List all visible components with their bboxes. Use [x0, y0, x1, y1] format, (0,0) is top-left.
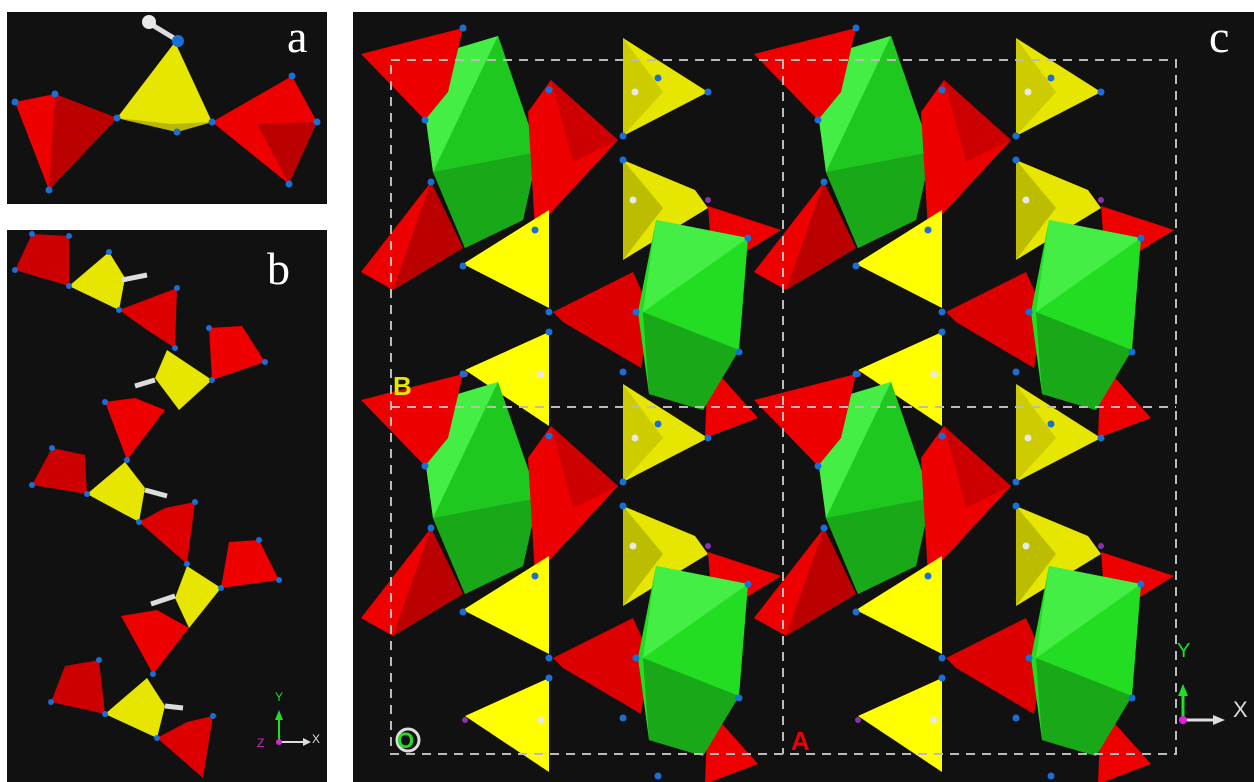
oxygen-atom — [150, 671, 156, 677]
oxygen-atom — [12, 267, 18, 273]
axis-z-label: Z — [257, 736, 265, 750]
cell-label-origin: O — [397, 728, 415, 753]
oxygen-atom — [124, 457, 130, 463]
axis-x-label: X — [1233, 697, 1248, 722]
oxygen-atoms — [12, 231, 282, 741]
oxygen-atom — [256, 537, 262, 543]
panel-c: c B O A Y X — [353, 12, 1254, 782]
oh-bond — [164, 703, 184, 711]
red-tetrahedron-shade — [49, 94, 117, 190]
red-tetrahedron — [105, 398, 165, 460]
oh-bond — [134, 377, 156, 389]
oxygen-atom — [49, 445, 55, 451]
panel-a-structure — [11, 15, 321, 194]
axis-y-label: Y — [1177, 640, 1191, 662]
yellow-tetrahedron — [155, 350, 212, 410]
panel-a-label: a — [287, 12, 308, 62]
oxygen-atom — [29, 231, 35, 237]
red-tetrahedron — [157, 716, 213, 778]
yellow-tetrahedron — [69, 252, 125, 310]
oxygen-atom — [206, 325, 212, 331]
oxygen-atom — [208, 118, 216, 126]
oxygen-atom — [288, 72, 296, 80]
yellow-tetrahedron — [105, 678, 165, 738]
red-tetrahedron — [51, 660, 105, 714]
oxygen-atom — [116, 307, 122, 313]
panel-b-label: b — [267, 243, 290, 294]
oxygen-atom — [209, 377, 215, 383]
yellow-tetrahedron — [117, 42, 212, 132]
oxygen-atom — [113, 114, 121, 122]
axis-z-dot — [276, 739, 282, 745]
yellow-tetrahedron — [175, 566, 221, 628]
axes-triad — [1178, 684, 1225, 725]
axis-y-arrow — [275, 710, 283, 720]
oxygen-atom — [84, 491, 90, 497]
panel-b-structure — [12, 231, 311, 778]
unit-cell-outline — [390, 59, 1177, 755]
panel-a: a — [7, 12, 327, 204]
cell-label-a: A — [791, 726, 810, 756]
origin-marker — [395, 727, 421, 753]
oxygen-atom — [313, 118, 321, 126]
oxygen-atom — [276, 577, 282, 583]
red-tetrahedron — [209, 326, 265, 380]
oxygen-atom — [172, 345, 178, 351]
cell-label-b: B — [393, 371, 412, 401]
oxygen-atom — [285, 180, 293, 188]
red-tetrahedron — [119, 288, 177, 348]
oxygen-atom — [174, 285, 180, 291]
oxygen-atom — [154, 735, 160, 741]
panel-c-structure — [361, 24, 1225, 782]
oxygen-atom — [11, 98, 19, 106]
yellow-tetrahedron-shade — [117, 118, 212, 132]
oxygen-atom — [66, 233, 72, 239]
axis-y-label: Y — [275, 690, 284, 704]
oxygen-atom — [51, 90, 59, 98]
red-tetrahedron — [139, 502, 195, 564]
oxygen-atom — [173, 128, 181, 136]
red-tetrahedron — [15, 234, 69, 286]
oxygen-atom — [102, 399, 108, 405]
red-tetrahedron — [32, 448, 87, 494]
red-tetrahedron-shade — [257, 122, 317, 184]
oxygen-atom — [96, 657, 102, 663]
oxygen-atom — [48, 699, 54, 705]
oxygen-atom — [172, 35, 184, 47]
oxygen-atom — [262, 359, 268, 365]
oxygen-atom — [210, 713, 216, 719]
hydrogen-atom — [142, 15, 156, 29]
oxygen-atom — [192, 499, 198, 505]
oh-bond — [150, 593, 176, 607]
panel-b: b Y Z X — [7, 230, 327, 782]
red-tetrahedron — [121, 610, 189, 674]
axes-triad — [275, 710, 311, 746]
axis-x-arrow — [303, 738, 311, 746]
oxygen-atom — [184, 561, 190, 567]
oxygen-atom — [106, 249, 112, 255]
oh-bond — [121, 272, 148, 283]
chain-polyhedra — [15, 234, 279, 778]
oxygen-atom — [102, 711, 108, 717]
oxygen-atom — [66, 283, 72, 289]
axis-x-label: X — [312, 732, 321, 746]
oxygen-atom — [45, 186, 53, 194]
panel-c-label: c — [1209, 12, 1230, 62]
red-tetrahedron — [221, 540, 279, 588]
oxygen-atom — [136, 519, 142, 525]
oxygen-atom — [29, 482, 35, 488]
oh-bond — [144, 487, 168, 499]
oxygen-atom — [218, 585, 224, 591]
yellow-tetrahedron — [87, 462, 145, 522]
